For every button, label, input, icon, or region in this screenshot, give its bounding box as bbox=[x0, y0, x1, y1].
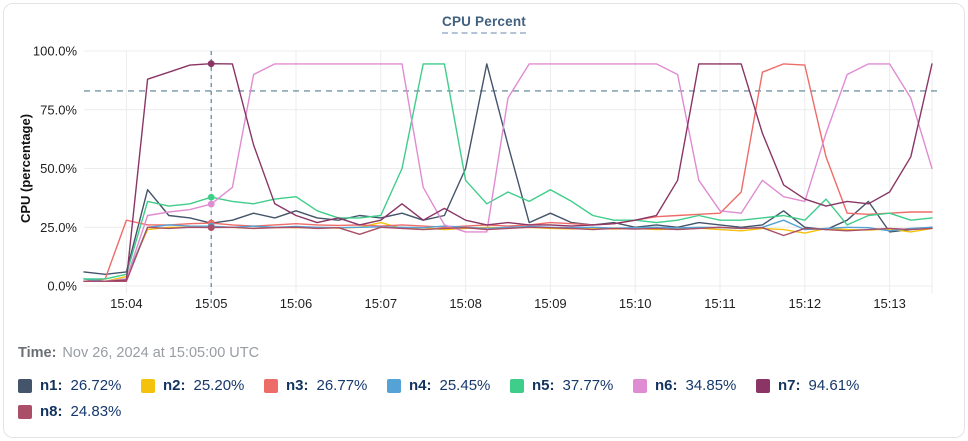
legend-series-name: n8: bbox=[40, 403, 63, 420]
x-tick-label: 15:07 bbox=[365, 296, 398, 309]
y-tick-label: 100.0% bbox=[33, 44, 78, 59]
y-tick-label: 50.0% bbox=[40, 161, 77, 176]
legend-item-n8[interactable]: n8: 24.83% bbox=[18, 403, 121, 420]
y-tick-label: 0.0% bbox=[47, 279, 77, 294]
legend-item-n1[interactable]: n1: 26.72% bbox=[18, 377, 141, 394]
x-tick-label: 15:12 bbox=[789, 296, 822, 309]
y-tick-label: 25.0% bbox=[40, 220, 77, 235]
legend-series-value: 25.20% bbox=[193, 377, 245, 394]
cpu-percent-chart: 0.0%25.0%50.0%75.0%100.0%15:04 15:05 15:06… bbox=[18, 44, 938, 309]
crosshair-time-readout: Time: Nov 26, 2024 at 15:05:00 UTC bbox=[18, 345, 964, 365]
legend-swatch bbox=[633, 378, 647, 393]
legend-series-name: n7: bbox=[778, 377, 801, 394]
legend-item-n5[interactable]: n5: 37.77% bbox=[510, 377, 633, 394]
legend-item-n3[interactable]: n3: 26.77% bbox=[264, 377, 387, 394]
series-line-n5 bbox=[83, 63, 933, 280]
time-label: Time: bbox=[18, 345, 57, 361]
legend-series-name: n6: bbox=[655, 377, 678, 394]
series-line-n3 bbox=[83, 63, 933, 283]
crosshair-dot-n7 bbox=[207, 60, 215, 68]
legend-series-value: 26.77% bbox=[316, 377, 368, 394]
legend-series-value: 94.61% bbox=[808, 377, 860, 394]
crosshair-dot-n6 bbox=[207, 200, 215, 208]
chart-card: CPU Percent 0.0% 25.0% 50.0% 75.0% 100.0% 15:… bbox=[3, 3, 965, 438]
legend-item-n6[interactable]: n6: 34.85% bbox=[633, 377, 756, 394]
legend-swatch bbox=[387, 378, 401, 393]
legend-swatch bbox=[756, 378, 770, 393]
legend-series-value: 25.45% bbox=[439, 377, 491, 394]
x-tick-label: 15:10 bbox=[619, 296, 652, 309]
series-line-n1 bbox=[83, 63, 933, 276]
legend-swatch bbox=[18, 404, 32, 419]
crosshair-dot-n5 bbox=[207, 193, 215, 201]
x-tick-label: 15:13 bbox=[873, 296, 906, 309]
chart-title-row: CPU Percent bbox=[4, 13, 964, 37]
crosshair-dot-n8 bbox=[207, 224, 215, 232]
time-value: Nov 26, 2024 at 15:05:00 UTC bbox=[62, 345, 260, 361]
x-tick-label: 15:06 bbox=[280, 296, 313, 309]
series-line-n7 bbox=[83, 63, 933, 283]
legend-series-name: n5: bbox=[532, 377, 555, 394]
legend-swatch bbox=[510, 378, 524, 393]
legend-item-n4[interactable]: n4: 25.45% bbox=[387, 377, 510, 394]
series-line-n6 bbox=[83, 63, 933, 283]
legend-series-value: 24.83% bbox=[70, 403, 122, 420]
legend-series-name: n2: bbox=[163, 377, 186, 394]
y-tick-label: 75.0% bbox=[40, 102, 77, 117]
legend-series-value: 37.77% bbox=[562, 377, 614, 394]
legend-item-n7[interactable]: n7: 94.61% bbox=[756, 377, 879, 394]
legend-series-value: 34.85% bbox=[685, 377, 737, 394]
x-tick-label: 15:09 bbox=[534, 296, 567, 309]
y-axis-title: CPU (percentage) bbox=[18, 114, 33, 223]
chart-title: CPU Percent bbox=[442, 14, 526, 34]
legend-item-n2[interactable]: n2: 25.20% bbox=[141, 377, 264, 394]
legend-swatch bbox=[264, 378, 278, 393]
legend-series-name: n4: bbox=[409, 377, 432, 394]
series-line-n8 bbox=[83, 226, 933, 283]
legend-series-value: 26.72% bbox=[70, 377, 122, 394]
x-tick-label: 15:08 bbox=[449, 296, 482, 309]
legend-swatch bbox=[141, 378, 155, 393]
chart-legend: n1: 26.72% n2: 25.20% n3: 26.77% n4: 25.45% n5: 3… bbox=[4, 365, 964, 420]
x-tick-label: 15:04 bbox=[110, 296, 143, 309]
legend-series-name: n1: bbox=[40, 377, 63, 394]
x-tick-label: 15:11 bbox=[704, 296, 736, 309]
legend-series-name: n3: bbox=[286, 377, 309, 394]
legend-swatch bbox=[18, 378, 32, 393]
